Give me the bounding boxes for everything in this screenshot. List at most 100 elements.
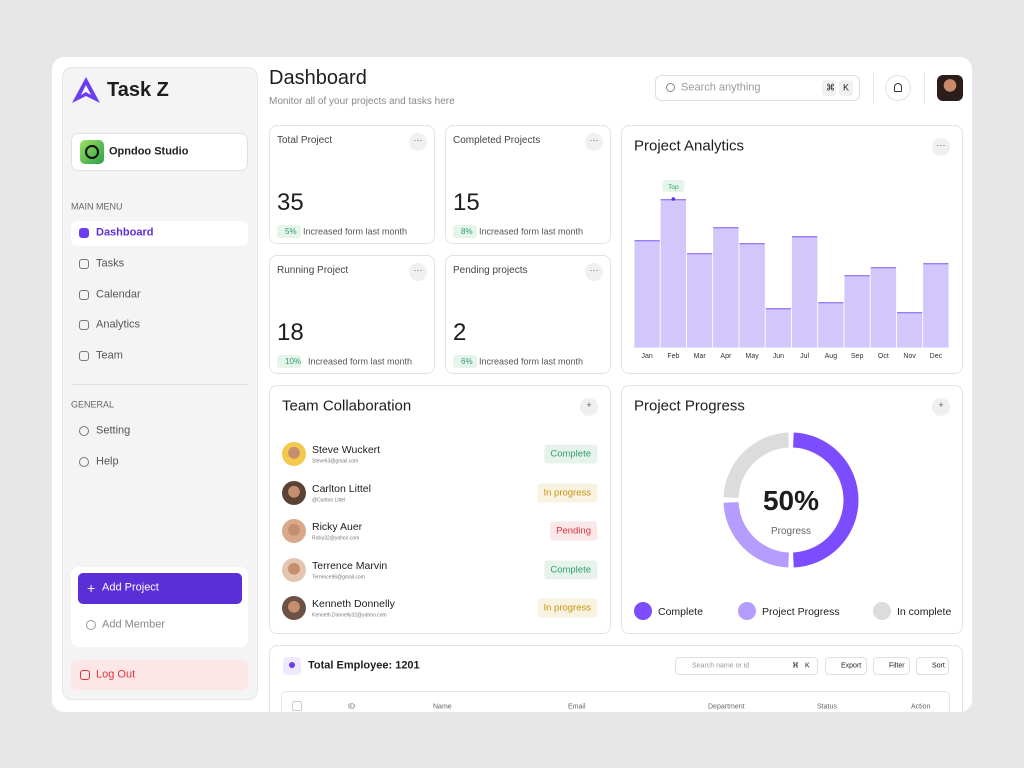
change-badge — [277, 355, 301, 368]
table-button[interactable] — [873, 657, 910, 675]
change-note: Increased form last month — [303, 226, 408, 237]
status-badge: Pending — [550, 521, 597, 541]
add-button[interactable]: + — [580, 398, 598, 416]
more-button[interactable]: ··· — [409, 263, 427, 281]
menu-item[interactable]: Setting — [96, 424, 131, 437]
member-email: Ricky32@yahoo.com — [312, 535, 360, 542]
logout-icon — [80, 670, 90, 680]
stat-card — [269, 125, 435, 244]
employee-icon-dot — [289, 662, 295, 668]
more-button[interactable]: ··· — [409, 133, 427, 151]
menu-item-active[interactable] — [71, 221, 248, 246]
status-badge: In progress — [537, 598, 597, 618]
add-button[interactable]: + — [932, 398, 950, 416]
general-title: GENERAL — [71, 399, 115, 410]
logo-icon — [72, 77, 100, 103]
chart-title: Project Analytics — [634, 137, 745, 155]
more-button[interactable]: ··· — [585, 133, 603, 151]
bell-icon — [894, 83, 902, 92]
menu-icon — [79, 290, 89, 300]
add-member-icon — [86, 620, 96, 630]
chart-title: Project Progress — [634, 397, 745, 415]
table-button-label: Filter — [889, 662, 905, 670]
stat-value: 15 — [453, 189, 480, 216]
search-placeholder: Search anything — [681, 81, 761, 94]
menu-item[interactable]: Dashboard — [96, 226, 154, 239]
notification-button[interactable] — [885, 75, 911, 101]
more-button[interactable]: ··· — [932, 138, 950, 156]
status-badge: Complete — [544, 560, 597, 579]
employee-card — [269, 645, 963, 712]
member-email: Kenneth.Donnelly32@yahoo.com — [312, 612, 387, 619]
change-badge — [453, 225, 477, 238]
status-badge: In progress — [537, 483, 597, 502]
add-project-label[interactable]: Add Project — [102, 581, 159, 594]
menu-icon — [79, 259, 89, 269]
menu-icon — [79, 320, 89, 330]
menu-item[interactable]: Team — [96, 349, 123, 362]
shortcut-key — [839, 80, 853, 96]
user-avatar[interactable] — [937, 75, 963, 101]
member-email: Steve63@gmail.com — [312, 458, 359, 465]
menu-icon — [79, 426, 89, 436]
logout-label[interactable]: Log Out — [96, 668, 136, 681]
member-name: Carlton Littel — [312, 482, 371, 495]
workspace-icon-ring — [85, 145, 99, 159]
menu-item[interactable]: Calendar — [96, 288, 141, 301]
stat-title: Completed Projects — [453, 135, 541, 146]
menu-item[interactable]: Tasks — [96, 257, 125, 270]
sidebar-divider — [71, 384, 248, 385]
search-box[interactable] — [655, 75, 860, 101]
menu-icon — [79, 457, 89, 467]
progress-card — [621, 385, 963, 634]
column-header: ID — [348, 703, 355, 711]
table-button[interactable] — [825, 657, 867, 675]
column-header: Email — [568, 703, 586, 711]
member-name: Ricky Auer — [312, 520, 363, 533]
stat-title: Running Project — [277, 265, 349, 276]
shortcut-label: ⌘ — [826, 82, 835, 93]
table-header — [281, 691, 950, 712]
search-icon — [666, 83, 675, 92]
stat-card — [445, 125, 611, 244]
table-search[interactable] — [675, 657, 818, 675]
header-divider — [873, 73, 874, 103]
change-note: Increased form last month — [479, 356, 584, 367]
employee-title: Total Employee: 1201 — [308, 659, 420, 672]
shortcut-label: K — [805, 662, 810, 670]
page-title: Dashboard — [269, 67, 367, 89]
analytics-card — [621, 125, 963, 374]
shortcut-key — [822, 80, 836, 96]
add-project-button[interactable] — [78, 573, 242, 604]
member-email: Terrence96@gmail.com — [312, 574, 365, 580]
shortcut-label: ⌘ — [792, 662, 799, 670]
shortcut-label: K — [843, 82, 850, 93]
member-avatar — [282, 519, 306, 543]
logout-button[interactable] — [71, 660, 248, 690]
column-header: Name — [433, 703, 452, 711]
select-all-checkbox[interactable] — [292, 701, 302, 711]
table-button[interactable] — [916, 657, 949, 675]
menu-icon — [79, 351, 89, 361]
add-member-label[interactable]: Add Member — [102, 618, 165, 631]
change-badge — [453, 355, 477, 368]
menu-icon — [79, 228, 89, 238]
stat-title: Pending projects — [453, 265, 528, 276]
menu-item[interactable]: Help — [96, 455, 119, 468]
stat-title: Total Project — [277, 135, 333, 146]
change-value: 8% — [461, 227, 473, 236]
column-header: Status — [817, 703, 837, 711]
column-header: Action — [911, 703, 931, 711]
member-avatar — [282, 480, 306, 505]
more-button[interactable]: ··· — [585, 263, 603, 281]
change-value: 10% — [285, 357, 302, 366]
member-avatar — [282, 557, 306, 582]
table-button-label: Export — [841, 662, 862, 670]
member-name: Steve Wuckert — [312, 443, 381, 456]
brand: Task Z — [107, 79, 169, 101]
workspace-name: Opndoo Studio — [109, 145, 189, 158]
column-header: Department — [708, 703, 745, 711]
menu-item[interactable]: Analytics — [96, 318, 141, 331]
main-menu-title: MAIN MENU — [71, 201, 123, 212]
